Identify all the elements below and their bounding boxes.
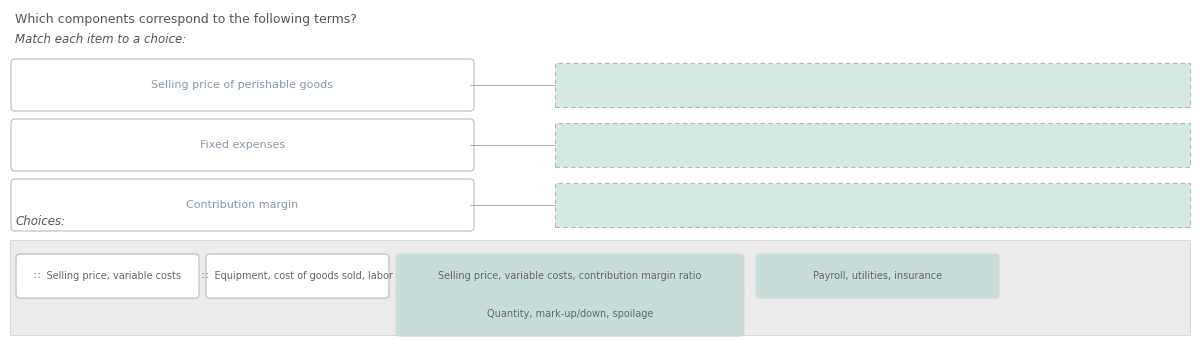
Text: Match each item to a choice:: Match each item to a choice: — [14, 33, 186, 46]
FancyBboxPatch shape — [10, 240, 1190, 335]
Text: Fixed expenses: Fixed expenses — [200, 140, 286, 150]
Text: Contribution margin: Contribution margin — [186, 200, 299, 210]
FancyBboxPatch shape — [554, 183, 1190, 227]
Text: ∷  Equipment, cost of goods sold, labor: ∷ Equipment, cost of goods sold, labor — [202, 271, 392, 281]
FancyBboxPatch shape — [756, 254, 998, 298]
FancyBboxPatch shape — [396, 254, 744, 298]
Text: Quantity, mark-up/down, spoilage: Quantity, mark-up/down, spoilage — [487, 309, 653, 319]
Text: Which components correspond to the following terms?: Which components correspond to the follo… — [14, 13, 356, 26]
FancyBboxPatch shape — [206, 254, 389, 298]
FancyBboxPatch shape — [396, 292, 744, 336]
FancyBboxPatch shape — [16, 254, 199, 298]
FancyBboxPatch shape — [554, 123, 1190, 167]
Text: Payroll, utilities, insurance: Payroll, utilities, insurance — [812, 271, 942, 281]
FancyBboxPatch shape — [554, 63, 1190, 107]
FancyBboxPatch shape — [11, 59, 474, 111]
Text: Selling price, variable costs, contribution margin ratio: Selling price, variable costs, contribut… — [438, 271, 702, 281]
Text: Choices:: Choices: — [14, 215, 65, 228]
FancyBboxPatch shape — [11, 119, 474, 171]
Text: Selling price of perishable goods: Selling price of perishable goods — [151, 80, 334, 90]
Text: ∷  Selling price, variable costs: ∷ Selling price, variable costs — [34, 271, 181, 281]
FancyBboxPatch shape — [11, 179, 474, 231]
